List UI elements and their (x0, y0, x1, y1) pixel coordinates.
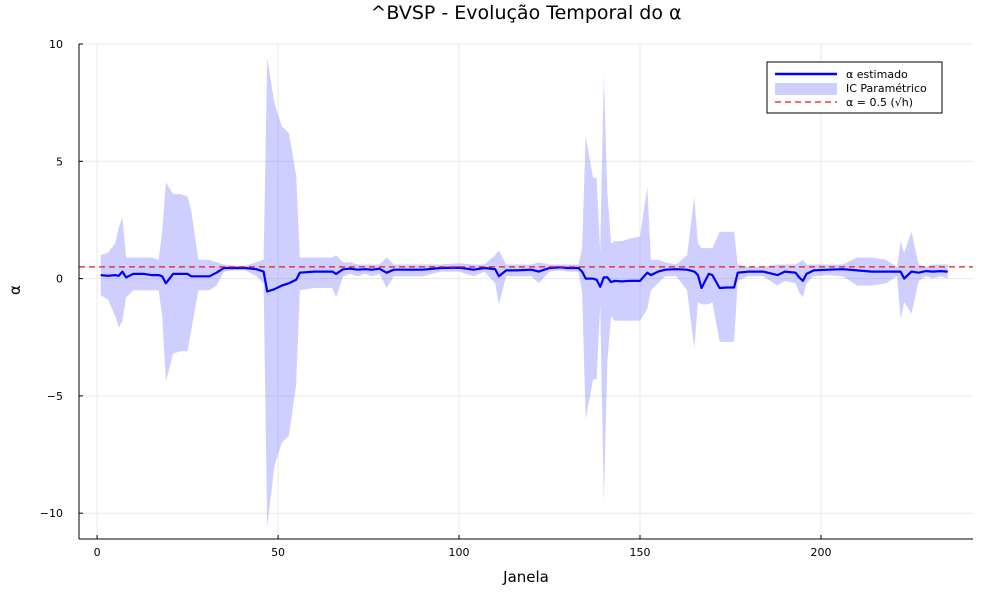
y-ticks: 10 5 0 −5 −10 (40, 38, 83, 520)
x-tick-label: 100 (449, 546, 470, 559)
chart-title: ^BVSP - Evolução Temporal do α (370, 2, 681, 24)
y-tick-label: 10 (49, 38, 63, 51)
x-tick-label: 0 (94, 546, 101, 559)
grid (79, 43, 973, 539)
x-axis-label: Janela (502, 568, 549, 586)
legend-box (766, 61, 943, 114)
x-tick-label: 50 (271, 546, 285, 559)
legend-label-reference: α = 0.5 (√h) (846, 96, 913, 109)
x-tick-label: 200 (810, 546, 831, 559)
x-ticks: 0 50 100 150 200 (94, 535, 831, 559)
legend-label-ci: IC Paramétrico (846, 82, 927, 95)
legend-label-alpha: α estimado (846, 68, 908, 81)
legend: α estimado IC Paramétrico α = 0.5 (√h) (766, 61, 943, 114)
legend-swatch-ci (775, 83, 837, 95)
y-tick-label: 5 (56, 155, 63, 168)
ci-band (100, 58, 948, 528)
alpha-line (100, 266, 948, 293)
y-axis-label: α (6, 285, 24, 295)
alpha-line-layer (100, 266, 948, 293)
y-tick-label: 0 (56, 273, 63, 286)
ci-band-layer (100, 58, 948, 528)
x-tick-label: 150 (630, 546, 651, 559)
y-tick-label: −10 (40, 507, 63, 520)
y-tick-label: −5 (47, 390, 63, 403)
